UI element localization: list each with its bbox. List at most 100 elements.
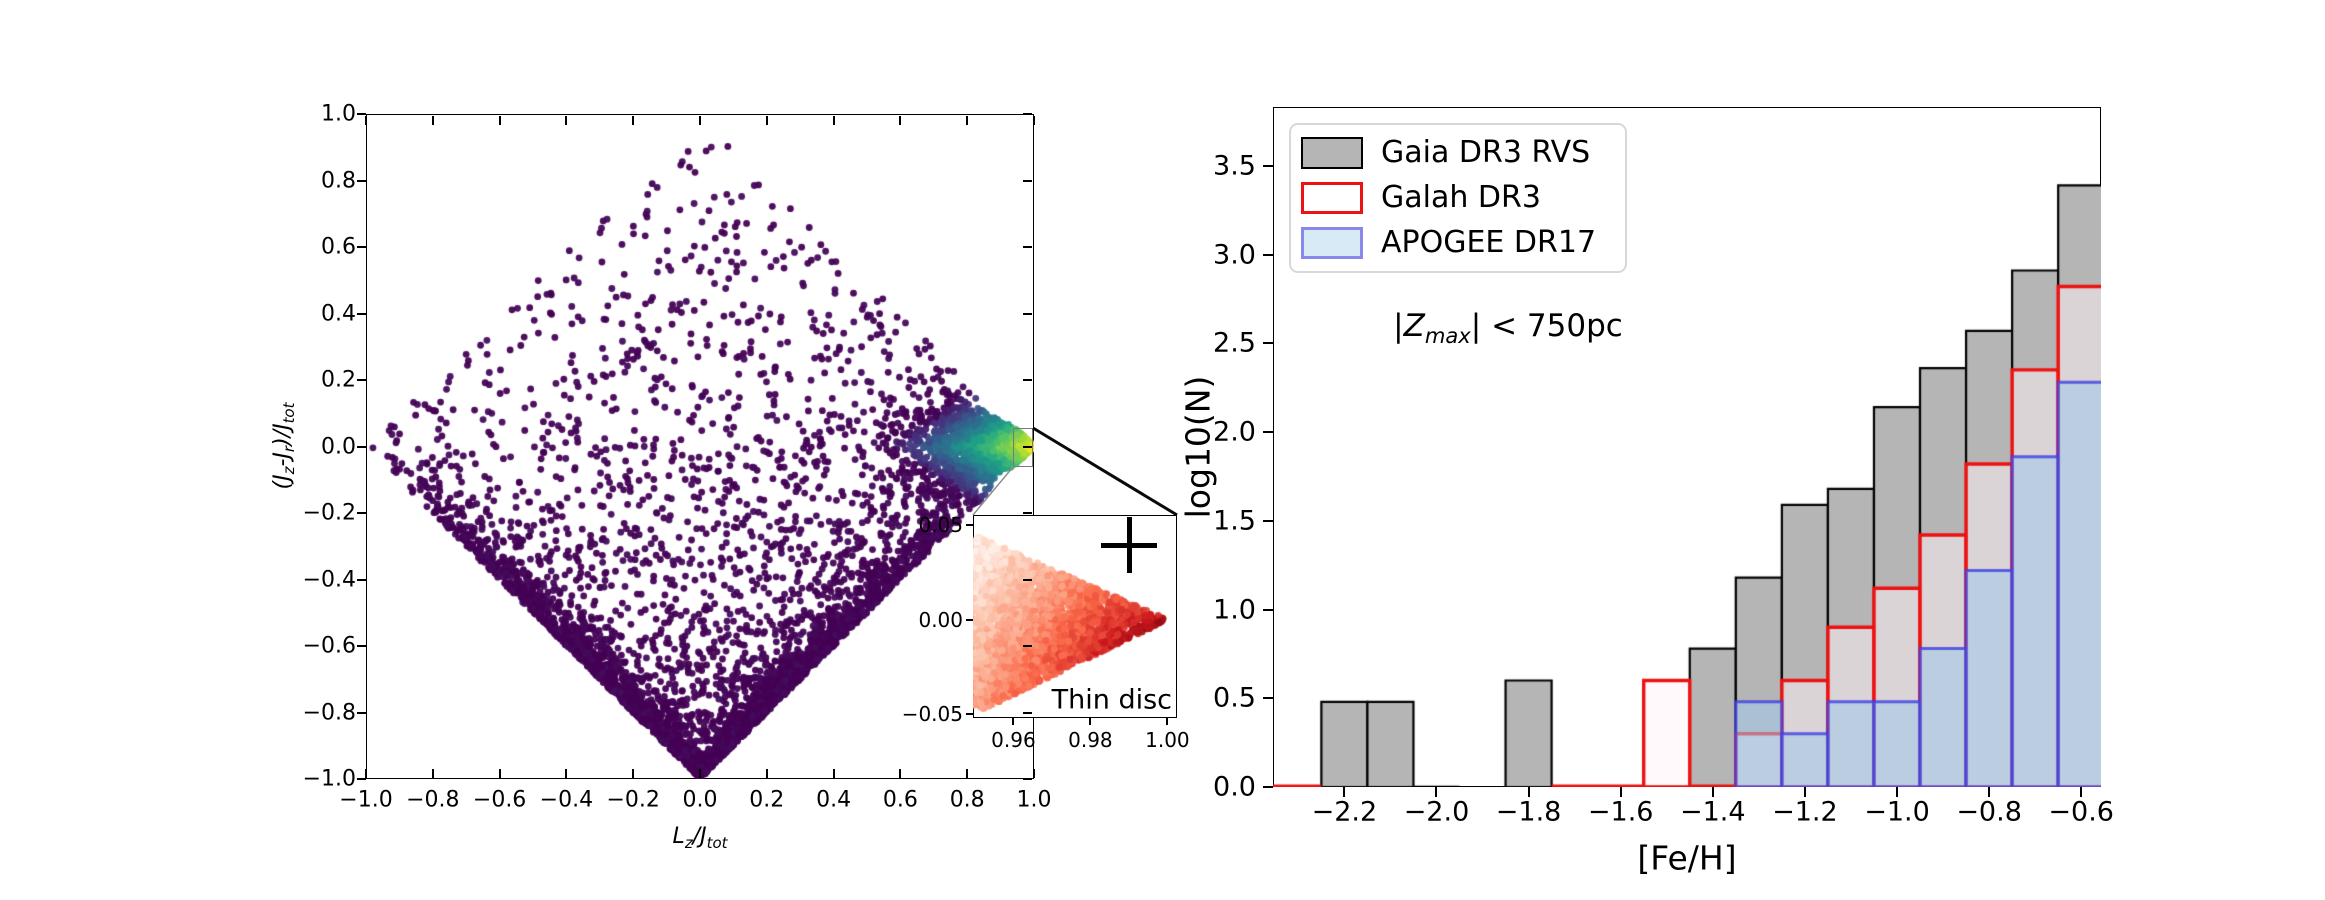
- tick-label: 0.0: [682, 787, 718, 813]
- tick-mark: [632, 115, 635, 125]
- tick-mark: [632, 769, 635, 778]
- tick-label: 0.8: [949, 787, 985, 813]
- tick-mark: [2080, 787, 2083, 797]
- tick-label: 2.5: [1213, 327, 1256, 359]
- tick-label: −0.4: [539, 787, 594, 813]
- tick-mark: [1166, 718, 1169, 725]
- tick-mark: [1023, 578, 1032, 581]
- tick-label: 0.00: [918, 607, 963, 632]
- tick-mark: [357, 512, 366, 514]
- tick-mark: [1089, 718, 1092, 725]
- tick-mark: [1619, 787, 1622, 797]
- tick-label: 3.5: [1213, 150, 1256, 182]
- tick-label: 0.2: [321, 367, 356, 393]
- legend-label: Galah DR3: [1381, 179, 1541, 215]
- tick-mark: [1023, 379, 1032, 381]
- tick-mark: [765, 115, 768, 125]
- tick-mark: [1012, 718, 1015, 725]
- right-x-axis-label: [Fe/H]: [1637, 838, 1737, 878]
- tick-mark: [1263, 608, 1273, 611]
- tick-label: −1.2: [1772, 796, 1838, 828]
- tick-label: −2.2: [1311, 796, 1378, 828]
- tick-mark: [1023, 179, 1032, 182]
- thin-disc-label: Thin disc: [1051, 684, 1172, 716]
- tick-label: 1.00: [1145, 728, 1190, 752]
- tick-label: −0.6: [472, 787, 527, 813]
- sun-plus-marker-icon: [1126, 517, 1132, 573]
- tick-mark: [565, 115, 568, 125]
- tick-label: 0.0: [1213, 771, 1256, 803]
- tick-mark: [765, 769, 768, 778]
- tick-label: 0.96: [991, 728, 1036, 752]
- galah-swatch-icon: [1301, 181, 1363, 214]
- tick-mark: [365, 115, 367, 125]
- tick-mark: [899, 115, 902, 125]
- tick-label: −0.05: [901, 702, 963, 727]
- tick-label: 1.5: [1213, 505, 1256, 537]
- right-y-axis-label: log10(N): [1178, 375, 1218, 519]
- tick-label: −1.6: [1587, 796, 1654, 828]
- tick-label: 0.8: [321, 168, 356, 193]
- tick-label: −1.4: [1680, 796, 1746, 828]
- inset-scatter-canvas: [973, 515, 1177, 718]
- legend-label: Gaia DR3 RVS: [1381, 135, 1591, 171]
- tick-mark: [1527, 787, 1530, 797]
- tick-mark: [498, 115, 501, 125]
- tick-mark: [966, 524, 973, 527]
- tick-mark: [357, 578, 366, 581]
- tick-mark: [699, 769, 701, 778]
- tick-mark: [1023, 711, 1032, 714]
- tick-label: −2.0: [1403, 796, 1470, 828]
- tick-mark: [1263, 519, 1273, 522]
- tick-label: −1.0: [1864, 796, 1930, 828]
- apogee-swatch-icon: [1301, 226, 1363, 259]
- tick-mark: [832, 769, 835, 778]
- tick-mark: [1023, 312, 1032, 315]
- legend: Gaia DR3 RVS Galah DR3 APOGEE DR17: [1289, 123, 1627, 273]
- tick-mark: [357, 711, 366, 714]
- tick-label: −1.0: [339, 787, 393, 813]
- tick-mark: [832, 115, 835, 125]
- tick-label: −0.6: [2048, 796, 2114, 828]
- tick-mark: [1033, 115, 1035, 125]
- tick-mark: [966, 618, 973, 621]
- zmax-annotation: |Zmax| < 750pc: [1393, 307, 1623, 349]
- legend-item-gaia: Gaia DR3 RVS: [1301, 135, 1615, 171]
- tick-label: 1.0: [1213, 594, 1256, 625]
- tick-mark: [1023, 512, 1032, 514]
- gaia-swatch-icon: [1301, 137, 1363, 170]
- tick-mark: [1803, 787, 1806, 797]
- tick-mark: [1263, 786, 1273, 788]
- left-y-axis-label: (Jz-Jr)/Jtot: [269, 402, 299, 490]
- legend-item-apogee: APOGEE DR17: [1301, 224, 1615, 260]
- tick-mark: [1023, 645, 1032, 647]
- tick-mark: [498, 769, 501, 778]
- tick-mark: [357, 113, 366, 115]
- legend-label: APOGEE DR17: [1381, 224, 1597, 260]
- tick-label: −0.6: [302, 633, 356, 659]
- tick-mark: [565, 769, 568, 778]
- tick-mark: [1023, 246, 1032, 248]
- tick-label: 0.5: [1213, 682, 1256, 714]
- tick-mark: [1023, 445, 1032, 448]
- tick-label: 2.0: [1213, 416, 1256, 448]
- tick-mark: [1263, 342, 1273, 345]
- tick-mark: [365, 769, 367, 778]
- tick-label: 0.2: [749, 787, 785, 813]
- tick-label: −0.2: [606, 787, 660, 813]
- tick-mark: [357, 379, 366, 381]
- tick-mark: [1711, 787, 1714, 797]
- tick-label: −0.8: [406, 787, 460, 813]
- tick-mark: [1023, 778, 1032, 780]
- tick-label: −0.8: [1956, 796, 2022, 828]
- tick-mark: [1263, 253, 1273, 256]
- zoom-indicator-box: [1013, 428, 1033, 467]
- tick-mark: [1263, 697, 1273, 700]
- tick-label: 1.0: [1016, 787, 1052, 813]
- tick-label: 3.0: [1213, 239, 1256, 270]
- tick-label: 0.4: [816, 787, 852, 813]
- tick-mark: [1988, 787, 1991, 797]
- tick-mark: [1895, 787, 1898, 797]
- tick-mark: [899, 769, 902, 778]
